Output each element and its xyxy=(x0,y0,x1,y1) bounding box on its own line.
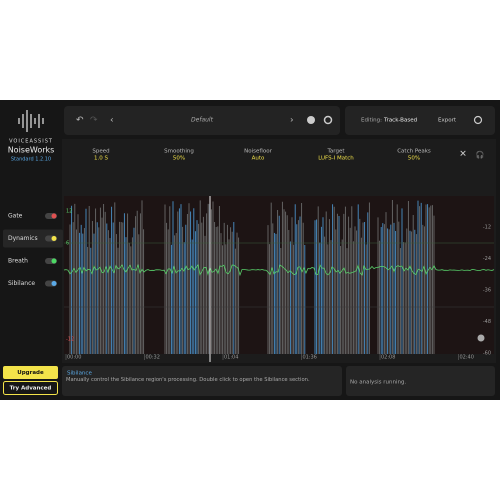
upgrade-label: Upgrade xyxy=(17,370,44,376)
export[interactable]: Export xyxy=(438,118,457,124)
toggle-dot xyxy=(51,258,57,264)
param-value[interactable]: Auto xyxy=(252,156,265,162)
param-label[interactable]: Target xyxy=(326,149,345,155)
param-label[interactable]: Speed xyxy=(92,149,109,155)
sidebar-item[interactable]: Gate xyxy=(8,213,23,220)
eye[interactable] xyxy=(477,334,485,342)
settings[interactable] xyxy=(323,115,333,125)
try-label: Try Advanced xyxy=(10,386,52,392)
time-label: 02:40 xyxy=(460,355,474,361)
left-axis-label: 12 xyxy=(66,209,72,215)
brand: VOICEASSIST xyxy=(9,139,53,145)
undo[interactable]: ↶ xyxy=(76,116,84,126)
sidebar-item[interactable]: Dynamics xyxy=(8,235,38,242)
param-label[interactable]: Catch Peaks xyxy=(397,149,431,155)
param-value[interactable]: 50% xyxy=(408,156,420,162)
right-axis-label: -12 xyxy=(483,225,491,231)
next-preset[interactable]: › xyxy=(290,116,294,126)
product-name: NoiseWorks xyxy=(8,146,55,155)
info-panel xyxy=(62,366,342,396)
param-value[interactable]: 1.0 S xyxy=(94,156,108,162)
toggle-dot xyxy=(51,236,57,241)
power[interactable] xyxy=(473,115,483,125)
toggle-dot xyxy=(51,213,57,219)
preset-name[interactable]: Default xyxy=(191,117,214,124)
toolbar xyxy=(64,106,340,135)
right-axis-label: -60 xyxy=(483,351,491,357)
info-text: Manually control the Sibilance region's … xyxy=(66,377,310,383)
upgrade-button[interactable] xyxy=(3,366,58,379)
param-value[interactable]: LUFS-I Match xyxy=(318,156,354,162)
time-label: 02:08 xyxy=(381,355,395,361)
editing-label: Editing: xyxy=(361,118,382,124)
status: No analysis running. xyxy=(350,380,406,386)
redo[interactable]: ↷ xyxy=(90,116,98,126)
time-label: 00:32 xyxy=(146,355,160,361)
top-right-panel xyxy=(345,106,495,135)
time-label: 01:36 xyxy=(303,355,317,361)
editing-mode[interactable]: Track-Based xyxy=(383,118,417,124)
toggle-dot xyxy=(51,281,57,286)
headphones[interactable]: 🎧 xyxy=(476,150,485,159)
logo-icon xyxy=(18,110,44,132)
time-label: 01:04 xyxy=(224,355,238,361)
left-axis-label: -12 xyxy=(66,337,74,343)
help[interactable] xyxy=(307,116,315,124)
right-axis-label: -48 xyxy=(483,319,491,325)
right-axis-label: -36 xyxy=(483,288,491,294)
sidebar-item[interactable]: Sibilance xyxy=(8,280,35,287)
prev-preset[interactable]: ‹ xyxy=(110,116,114,126)
version: Standard 1.2.10 xyxy=(11,157,51,163)
info-title: Sibilance xyxy=(67,371,92,377)
status-panel xyxy=(346,366,495,396)
left-axis-label: 6 xyxy=(66,241,69,247)
close[interactable]: ✕ xyxy=(459,150,467,160)
sidebar-selected xyxy=(3,229,63,248)
param-label[interactable]: Noisefloor xyxy=(244,149,272,155)
info-wrap: Manually control the Sibilance region's … xyxy=(66,377,310,383)
param-label[interactable]: Smoothing xyxy=(164,149,194,155)
param-value[interactable]: 50% xyxy=(173,156,185,162)
sidebar-item[interactable]: Breath xyxy=(8,258,28,265)
right-axis-label: -24 xyxy=(483,256,491,262)
try-button[interactable] xyxy=(3,381,58,395)
time-label: 00:00 xyxy=(67,355,81,361)
gain-line xyxy=(63,263,495,277)
